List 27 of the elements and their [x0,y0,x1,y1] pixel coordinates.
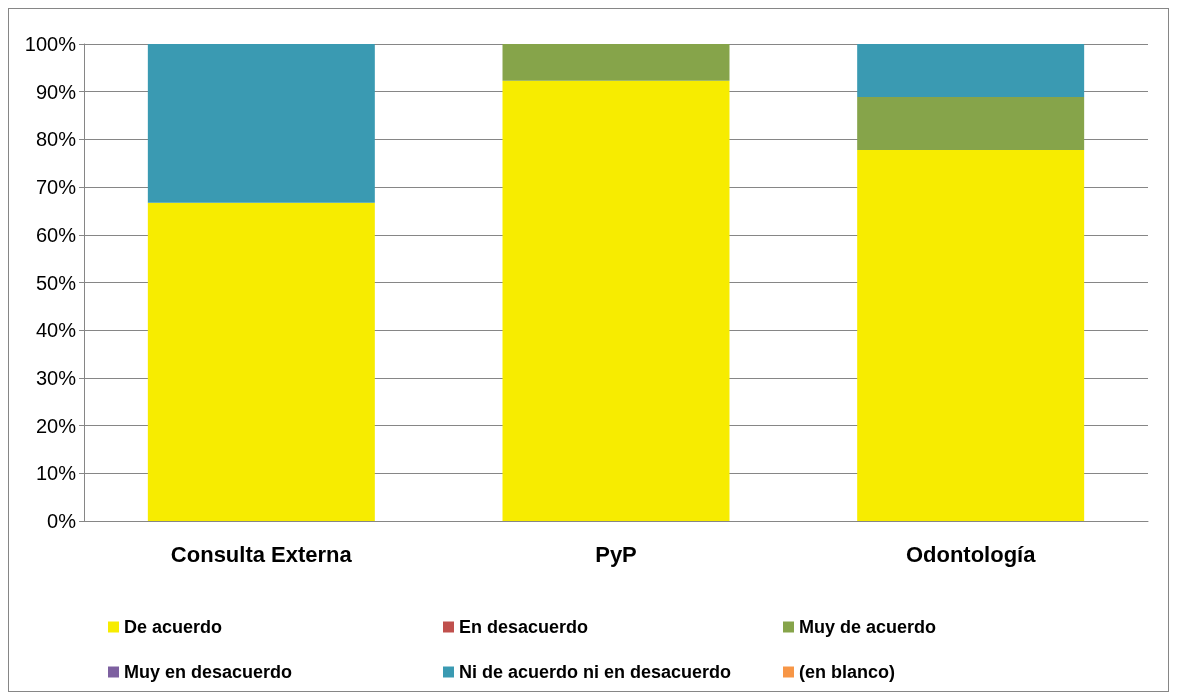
y-tick-label: 10% [35,462,77,485]
bar [857,149,1085,521]
legend-label: Muy de acuerdo [799,617,937,637]
y-tick-label: 80% [35,128,77,151]
bar [857,44,1085,97]
y-tick-label: 0% [47,510,77,532]
x-tick-label: Odontología [905,541,1037,567]
bar [502,80,730,521]
legend-label: (en blanco) [799,662,896,682]
y-tick-label: 60% [35,223,77,246]
y-tick-label: 100% [24,33,77,55]
y-tick-label: 50% [35,271,77,294]
y-tick-label: 90% [35,80,77,103]
bar [147,44,375,203]
y-tick-label: 40% [35,319,77,342]
x-tick-label: PyP [595,541,637,567]
bar [147,202,375,521]
bar [502,44,730,81]
y-tick-label: 30% [35,366,77,389]
legend-label: Muy en desacuerdo [124,662,293,682]
y-tick-label: 20% [35,414,77,437]
bar [857,96,1085,150]
legend-label: Ni de acuerdo ni en desacuerdo [459,662,732,682]
legend-label: En desacuerdo [459,617,589,637]
x-tick-label: Consulta Externa [170,541,353,567]
y-tick-label: 70% [35,176,77,199]
legend-label: De acuerdo [124,617,223,637]
